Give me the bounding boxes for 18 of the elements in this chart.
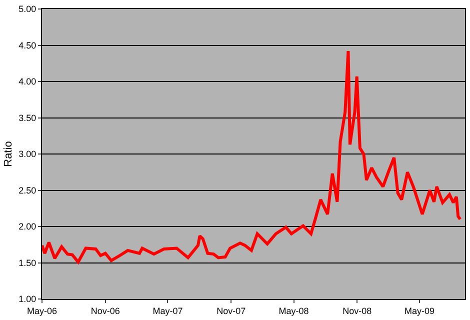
x-tick-label: Nov-06 bbox=[90, 306, 120, 316]
x-tick-label: Nov-07 bbox=[216, 306, 246, 316]
y-tick-label: 2.50 bbox=[18, 185, 36, 196]
x-tick-label: May-08 bbox=[278, 306, 309, 316]
y-tick-label: 5.00 bbox=[18, 4, 36, 14]
y-tick-label: 2.00 bbox=[18, 222, 36, 232]
x-tick-label: May-07 bbox=[152, 306, 183, 316]
y-axis-title: Ratio bbox=[2, 141, 14, 167]
y-tick-label: 3.00 bbox=[18, 149, 36, 160]
x-tick-label: May-09 bbox=[404, 306, 435, 316]
y-tick-label: 3.50 bbox=[18, 112, 36, 123]
x-tick-label: May-06 bbox=[26, 306, 58, 316]
y-tick-label: 4.50 bbox=[18, 40, 36, 50]
line-series bbox=[42, 50, 462, 264]
y-tick-label: 4.00 bbox=[18, 76, 36, 87]
x-tick-label: Nov-08 bbox=[342, 306, 372, 316]
y-tick-label: 1.00 bbox=[18, 294, 36, 304]
y-tick-label: 1.50 bbox=[18, 258, 36, 268]
